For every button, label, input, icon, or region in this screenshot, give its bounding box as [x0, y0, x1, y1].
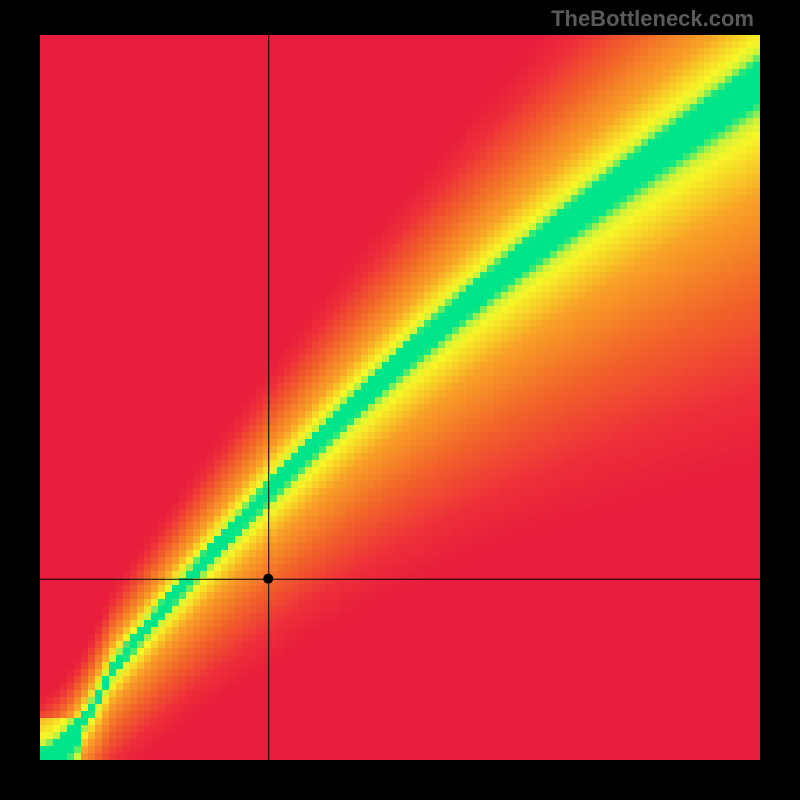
heatmap-plot	[40, 35, 760, 760]
heatmap-canvas	[40, 35, 760, 760]
chart-frame: TheBottleneck.com	[0, 0, 800, 800]
watermark-text: TheBottleneck.com	[551, 6, 754, 32]
